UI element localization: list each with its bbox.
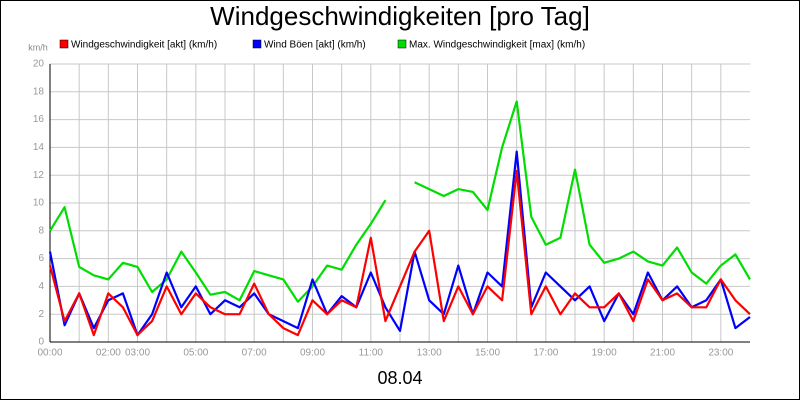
legend-label: Windgeschwindigkeit [akt] (km/h) — [71, 40, 217, 51]
y-tick-label: 0 — [38, 337, 44, 348]
x-tick-label: 02:00 — [96, 348, 121, 359]
y-tick-label: 10 — [33, 198, 45, 209]
y-tick-label: 16 — [33, 114, 45, 125]
grid: 0 2 4 6 8 10 12 14 16 18 20 00:00 02:00 03:00 05:00 07:… — [33, 59, 750, 359]
y-tick-label: 20 — [33, 59, 45, 70]
y-unit: km/h — [28, 42, 48, 52]
series-line — [48, 150, 751, 337]
legend: Windgeschwindigkeit [akt] (km/h) Wind Böe… — [59, 39, 585, 51]
x-tick-label: 05:00 — [183, 348, 208, 359]
legend-swatch — [397, 39, 407, 49]
x-tick-label: 17:00 — [533, 348, 558, 359]
x-tick-label: 19:00 — [592, 348, 617, 359]
x-tick-label: 15:00 — [475, 348, 500, 359]
x-tick-label: 11:00 — [359, 348, 384, 359]
legend-swatch — [252, 39, 262, 49]
y-tick-label: 12 — [33, 170, 45, 181]
legend-swatch — [59, 39, 69, 49]
y-tick-label: 6 — [38, 253, 44, 264]
chart-title: Windgeschwindigkeiten [pro Tag] — [210, 1, 590, 31]
plot — [48, 100, 751, 337]
x-tick-label: 00:00 — [37, 348, 62, 359]
y-tick-label: 14 — [33, 142, 45, 153]
series-line — [48, 169, 751, 337]
x-tick-label: 13:00 — [417, 348, 442, 359]
y-tick-label: 18 — [33, 86, 45, 97]
x-axis-label: 08.04 — [377, 368, 422, 388]
x-tick-label: 21:00 — [650, 348, 675, 359]
y-tick-label: 2 — [38, 309, 44, 320]
legend-label: Max. Windgeschwindigkeit [max] (km/h) — [409, 40, 585, 51]
legend-label: Wind Böen [akt] (km/h) — [264, 40, 366, 51]
series-line — [49, 100, 751, 303]
y-tick-label: 8 — [38, 225, 44, 236]
y-tick-label: 4 — [38, 281, 44, 292]
x-tick-label: 23:00 — [708, 348, 733, 359]
x-tick-label: 09:00 — [300, 348, 325, 359]
x-tick-label: 03:00 — [125, 348, 150, 359]
x-tick-label: 07:00 — [242, 348, 267, 359]
